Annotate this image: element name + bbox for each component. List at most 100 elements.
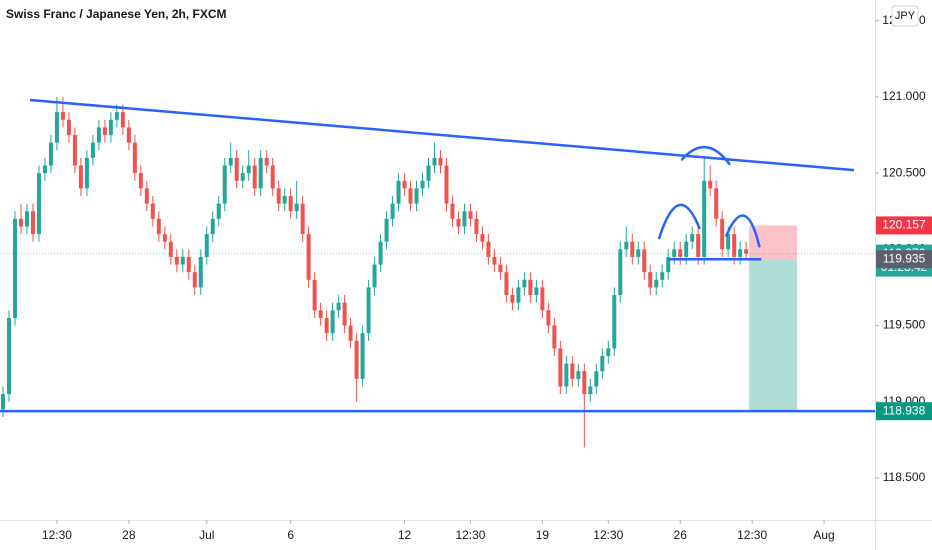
candle-body — [516, 287, 521, 303]
candle-body — [678, 249, 683, 257]
x-tick-label: Aug — [813, 528, 834, 542]
candle-body — [102, 127, 107, 136]
candle-body — [24, 211, 29, 227]
candle-body — [360, 333, 365, 379]
candle-body — [492, 256, 497, 265]
candle-body — [228, 157, 233, 166]
candle-body — [414, 188, 419, 204]
candle-body — [222, 165, 227, 204]
candle-body — [612, 295, 617, 349]
candle-body — [42, 165, 47, 174]
candle-body — [642, 249, 647, 273]
x-tick-label: 28 — [122, 528, 136, 542]
pattern-arc — [657, 203, 701, 240]
candle-body — [402, 180, 407, 189]
candle-body — [312, 279, 317, 311]
candle-body — [264, 157, 269, 166]
price-label-box — [876, 250, 932, 269]
candle-body — [528, 279, 533, 296]
candle-body — [702, 180, 707, 257]
candle-body — [330, 310, 335, 334]
candle-body — [30, 211, 35, 235]
candle-body — [288, 195, 293, 212]
candle-body — [396, 180, 401, 204]
candle-body — [582, 371, 587, 395]
candle-body — [732, 234, 737, 257]
candle-body — [114, 112, 119, 120]
candle-body — [696, 234, 701, 257]
candle-body — [426, 165, 431, 181]
candle-body — [684, 241, 689, 257]
candle-body — [504, 272, 509, 296]
x-tick-label: 12:30 — [455, 528, 485, 542]
candle-body — [744, 249, 749, 254]
price-label: 120.157 — [882, 218, 926, 232]
candle-body — [456, 218, 461, 227]
candle-body — [120, 112, 125, 128]
candle-body — [300, 203, 305, 235]
candle-body — [252, 165, 257, 189]
x-tick-label: 12 — [398, 528, 412, 542]
candle-body — [0, 394, 5, 410]
y-tick-label: 121.000 — [882, 89, 926, 103]
candle-body — [720, 218, 725, 250]
candle-body — [546, 310, 551, 326]
candle-body — [150, 203, 155, 219]
candle-body — [726, 234, 731, 250]
price-label: 119.935 — [883, 251, 926, 265]
target-zone — [749, 259, 798, 412]
candle-body — [576, 371, 581, 379]
chart-title: Swiss Franc / Japanese Yen, 2h, FXCM — [6, 7, 227, 21]
candle-body — [588, 386, 593, 395]
candle-body — [606, 348, 611, 357]
candle-body — [510, 295, 515, 303]
pattern-arc — [680, 145, 731, 166]
candle-body — [246, 165, 251, 174]
candle-body — [378, 241, 383, 265]
candle-body — [534, 287, 539, 296]
candle-body — [444, 165, 449, 204]
candle-body — [36, 173, 41, 235]
candle-body — [60, 112, 65, 120]
candle-body — [156, 218, 161, 235]
price-label-box — [876, 216, 932, 235]
candle-body — [570, 363, 575, 379]
candle-body — [132, 142, 137, 174]
candle-body — [474, 218, 479, 235]
y-tick-label: 120.500 — [882, 165, 926, 179]
candle-body — [366, 287, 371, 334]
candle-body — [450, 203, 455, 219]
candle-body — [594, 371, 599, 387]
candle-body — [216, 203, 221, 219]
candle-body — [438, 157, 443, 166]
candle-body — [462, 211, 467, 227]
candle-body — [54, 112, 59, 143]
candle-body — [84, 157, 89, 189]
candle-body — [714, 188, 719, 219]
x-tick-label: 19 — [536, 528, 550, 542]
price-label: 118.938 — [883, 403, 926, 417]
candle-body — [420, 180, 425, 189]
pattern-arc — [725, 214, 761, 248]
candle-body — [138, 173, 143, 189]
candle-body — [564, 363, 569, 387]
candle-body — [162, 234, 167, 242]
candle-body — [240, 173, 245, 181]
candle-body — [234, 157, 239, 181]
candle-body — [126, 127, 131, 143]
candle-body — [66, 119, 71, 136]
candle-body — [72, 135, 77, 166]
candle-body — [390, 203, 395, 219]
candle-body — [210, 218, 215, 235]
candle-body — [630, 241, 635, 257]
currency-box — [891, 5, 919, 27]
candle-body — [738, 249, 743, 257]
candle-body — [306, 234, 311, 280]
candle-body — [18, 218, 23, 227]
candle-body — [180, 256, 185, 265]
stop-zone — [749, 225, 798, 260]
candle-body — [408, 188, 413, 204]
candle-body — [204, 234, 209, 257]
